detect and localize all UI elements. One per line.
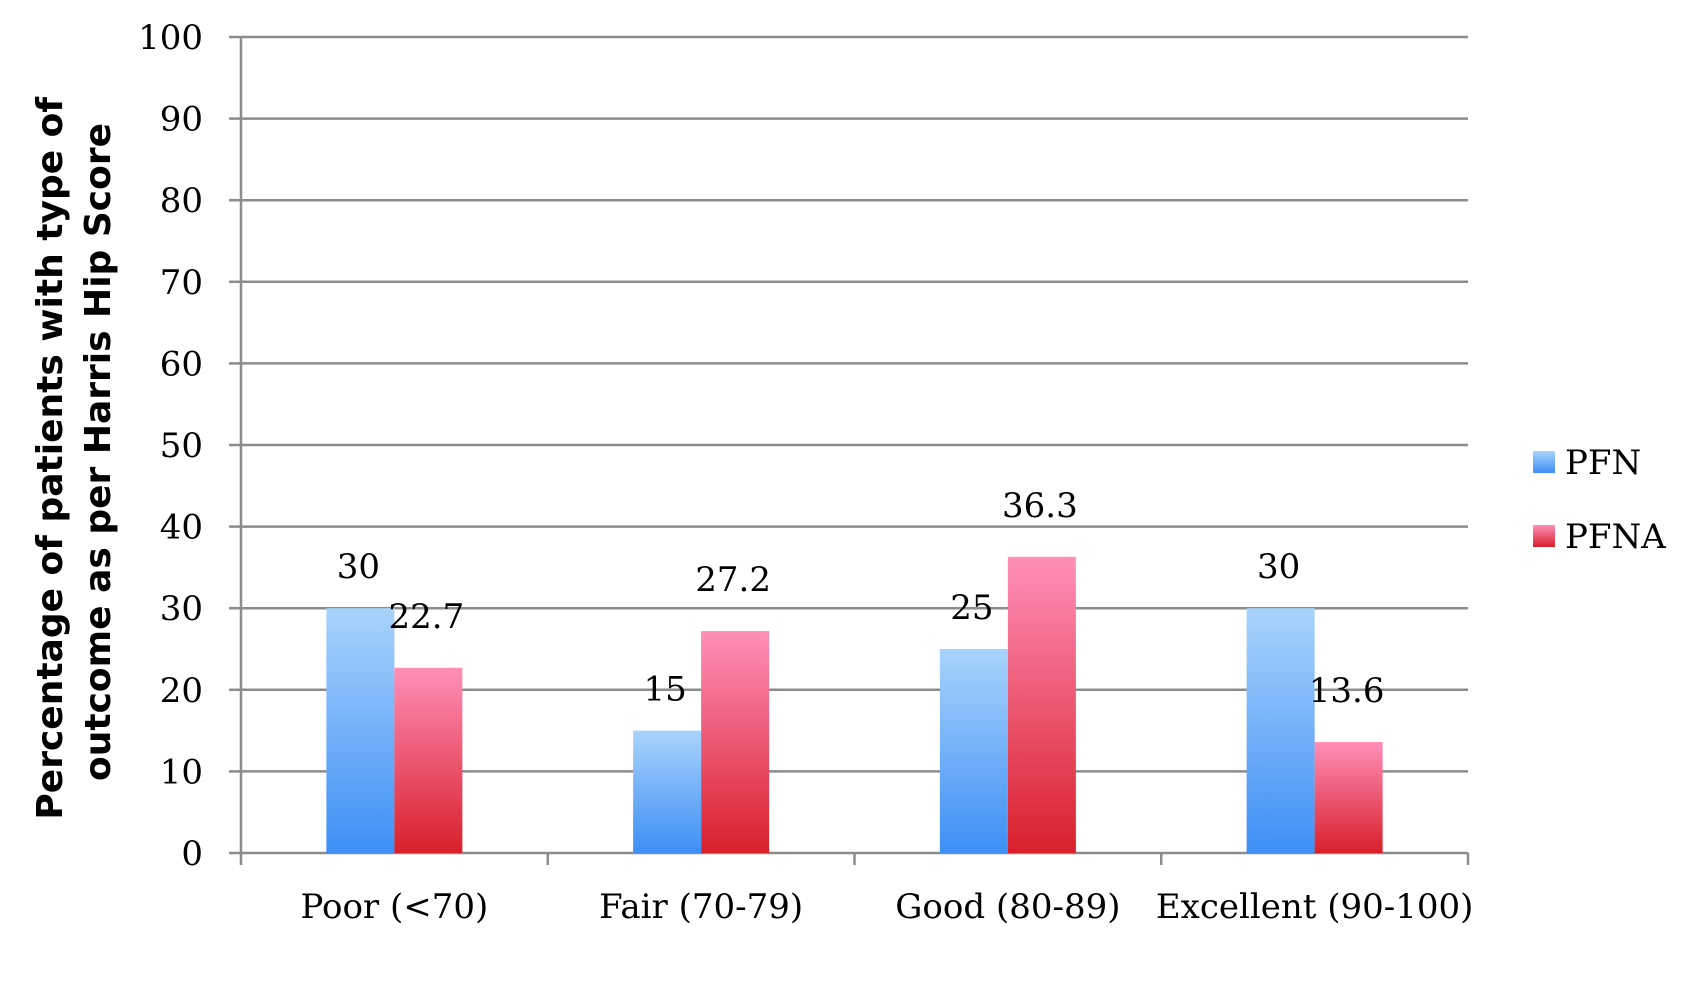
y-tick-label: 0 [181, 834, 203, 874]
x-tick-label: Fair (70-79) [599, 887, 803, 927]
legend-label-pfna: PFNA [1565, 517, 1666, 557]
data-label: 15 [643, 670, 686, 710]
bar-pfn-1 [633, 730, 702, 853]
y-tick-label: 80 [160, 181, 203, 221]
x-tick-label: Poor (<70) [300, 887, 488, 927]
x-tick-label: Good (80-89) [895, 887, 1120, 927]
bar-pfn-2 [939, 649, 1008, 853]
data-label: 36.3 [1002, 486, 1078, 526]
bar-pfna-2 [1007, 556, 1076, 853]
y-tick-label: 90 [160, 100, 203, 140]
data-label: 13.6 [1309, 671, 1385, 711]
y-tick-label: 100 [138, 18, 203, 58]
y-axis-label: Percentage of patients with type of outc… [30, 84, 119, 819]
data-label: 22.7 [389, 597, 465, 637]
y-tick-label: 40 [160, 508, 203, 548]
data-label: 25 [950, 588, 993, 628]
y-axis-label-line2: outcome as per Harris Hip Score [78, 123, 119, 781]
bar-pfna-1 [701, 631, 770, 853]
bar-pfna-3 [1314, 742, 1383, 853]
data-label: 27.2 [695, 560, 771, 600]
bars [326, 556, 1383, 853]
y-tick-label: 60 [160, 344, 203, 384]
y-axis-label-line1: Percentage of patients with type of [30, 97, 71, 820]
bar-pfn-3 [1246, 608, 1315, 853]
y-tick-label: 50 [160, 426, 203, 466]
legend-swatch-pfn [1533, 451, 1555, 473]
y-tick-label: 30 [160, 589, 203, 629]
data-label: 30 [1257, 547, 1300, 587]
legend-label-pfn: PFN [1565, 443, 1641, 483]
legend-swatch-pfna [1533, 525, 1555, 547]
y-tick-label: 70 [160, 263, 203, 303]
y-tick-label: 20 [160, 671, 203, 711]
bar-pfna-0 [394, 667, 463, 853]
bar-pfn-0 [326, 608, 395, 853]
data-label: 30 [337, 547, 380, 587]
x-tick-label: Excellent (90-100) [1156, 887, 1474, 927]
y-tick-label: 10 [160, 752, 203, 792]
legend: PFN PFNA [1533, 443, 1666, 557]
